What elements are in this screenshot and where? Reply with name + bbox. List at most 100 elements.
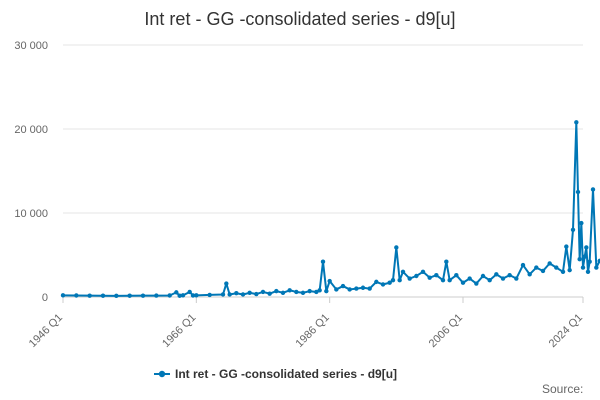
data-point[interactable] [154, 293, 159, 298]
data-point[interactable] [554, 265, 559, 270]
data-point[interactable] [570, 227, 576, 232]
data-point[interactable] [494, 272, 499, 277]
data-point[interactable] [360, 285, 366, 290]
legend-series-label[interactable]: Int ret - GG -consolidated series - d9[u… [175, 367, 397, 381]
data-point[interactable] [514, 276, 519, 281]
data-point[interactable] [474, 281, 479, 286]
data-point[interactable] [327, 278, 332, 284]
data-point[interactable] [460, 280, 466, 285]
data-point[interactable] [397, 278, 402, 283]
x-tick-label: 1966 Q1 [160, 312, 198, 350]
data-point[interactable] [480, 273, 486, 279]
legend-point-marker [158, 370, 166, 378]
data-point[interactable] [167, 293, 172, 298]
data-point[interactable] [100, 293, 106, 298]
data-point[interactable] [560, 269, 566, 274]
data-point[interactable] [579, 220, 584, 226]
data-point[interactable] [234, 291, 239, 296]
data-point[interactable] [500, 276, 506, 281]
data-point[interactable] [540, 268, 546, 274]
data-point[interactable] [574, 120, 579, 125]
data-point[interactable] [224, 281, 229, 286]
data-point[interactable] [394, 245, 399, 250]
data-point[interactable] [207, 292, 212, 298]
data-point[interactable] [534, 265, 539, 270]
data-point[interactable] [240, 292, 246, 297]
data-point[interactable] [407, 276, 412, 281]
data-point[interactable] [390, 278, 396, 283]
data-point[interactable] [187, 289, 192, 295]
data-point[interactable] [434, 272, 439, 278]
series-line [62, 121, 600, 297]
data-point[interactable] [467, 276, 472, 281]
data-point[interactable] [177, 293, 182, 298]
data-point[interactable] [577, 257, 582, 262]
x-tick-label: 1946 Q1 [27, 312, 65, 350]
data-point[interactable] [580, 265, 586, 270]
data-point[interactable] [334, 287, 339, 292]
data-point[interactable] [447, 278, 452, 283]
x-tick-label: 1986 Q1 [293, 312, 331, 350]
source-label: Source: [542, 382, 583, 396]
data-point[interactable] [520, 262, 526, 268]
y-tick-label: 10 000 [14, 208, 48, 220]
data-point[interactable] [597, 258, 600, 264]
data-point[interactable] [140, 293, 146, 298]
data-point[interactable] [180, 293, 186, 298]
data-point[interactable] [267, 291, 272, 296]
data-point[interactable] [260, 289, 266, 295]
data-point[interactable] [367, 286, 372, 291]
data-point[interactable] [74, 293, 79, 298]
data-point[interactable] [354, 286, 359, 291]
data-point[interactable] [590, 187, 596, 192]
y-tick-label: 0 [42, 292, 48, 304]
data-point[interactable] [584, 245, 589, 250]
data-point[interactable] [174, 290, 179, 295]
data-point[interactable] [427, 275, 432, 280]
data-point[interactable] [380, 282, 386, 287]
data-point[interactable] [567, 267, 572, 273]
data-point[interactable] [420, 269, 426, 274]
data-point[interactable] [60, 293, 66, 298]
data-point[interactable] [324, 288, 329, 294]
data-point[interactable] [564, 244, 569, 249]
data-point[interactable] [227, 292, 232, 297]
data-point[interactable] [274, 288, 279, 294]
data-point[interactable] [114, 293, 119, 299]
data-point[interactable] [307, 288, 312, 294]
data-point[interactable] [280, 290, 286, 295]
data-point[interactable] [247, 290, 252, 295]
data-point[interactable] [190, 293, 196, 298]
data-point[interactable] [320, 259, 326, 264]
data-point[interactable] [547, 261, 552, 266]
data-point[interactable] [587, 259, 592, 264]
data-point[interactable] [194, 293, 199, 298]
data-point[interactable] [347, 287, 352, 292]
data-point[interactable] [220, 292, 226, 297]
data-point[interactable] [254, 291, 259, 297]
data-point[interactable] [444, 259, 449, 264]
data-point[interactable] [317, 288, 322, 293]
data-point[interactable] [527, 272, 532, 277]
data-point[interactable] [440, 278, 446, 283]
data-point[interactable] [487, 278, 492, 283]
data-point[interactable] [87, 293, 92, 298]
data-point[interactable] [414, 273, 419, 279]
data-point[interactable] [575, 189, 581, 195]
data-point[interactable] [400, 269, 406, 274]
data-point[interactable] [594, 265, 599, 270]
legend[interactable]: Int ret - GG -consolidated series - d9[u… [154, 367, 397, 381]
data-point[interactable] [287, 288, 292, 293]
data-point[interactable] [585, 269, 591, 274]
chart-title: Int ret - GG -consolidated series - d9[u… [144, 9, 455, 29]
data-point[interactable] [300, 290, 306, 295]
data-point[interactable] [127, 293, 132, 298]
data-point[interactable] [314, 289, 319, 295]
data-point[interactable] [507, 272, 512, 278]
data-point[interactable] [582, 254, 587, 259]
data-point[interactable] [387, 280, 392, 285]
data-point[interactable] [294, 289, 299, 295]
data-point[interactable] [340, 283, 346, 289]
data-point[interactable] [374, 279, 379, 285]
data-point[interactable] [454, 272, 459, 278]
